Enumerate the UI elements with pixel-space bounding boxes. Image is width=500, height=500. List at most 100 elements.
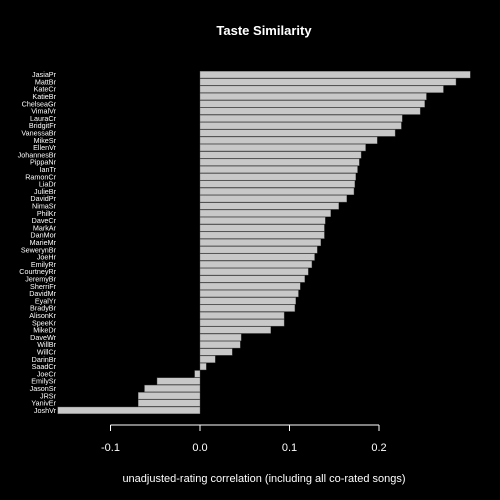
category-label: IanTr <box>39 165 56 174</box>
bar-davidmr <box>199 290 299 298</box>
bar-sherrifr <box>199 282 301 290</box>
bar-nimasr <box>199 202 339 210</box>
category-label: JasiaPr <box>32 70 57 79</box>
category-label: MattBr <box>35 77 57 86</box>
category-label: JasonSr <box>30 384 57 393</box>
bar-willbr <box>199 341 241 349</box>
category-label: NimaSr <box>32 202 57 211</box>
bar-speekr <box>199 319 285 327</box>
category-label: WillCr <box>37 347 57 356</box>
category-label: MikeSr <box>34 136 57 145</box>
category-label: JRSr <box>40 391 57 400</box>
bar-willcr <box>199 348 233 356</box>
bar-mariemr <box>199 238 322 247</box>
category-label: RamonCr <box>25 172 56 181</box>
bar-eyalyr <box>199 297 296 305</box>
x-axis: -0.1 0.0 0.1 0.2 <box>101 424 387 454</box>
bar-joehr <box>199 253 315 261</box>
x-tick-label: 0.0 <box>192 442 207 454</box>
category-label: WillBr <box>37 340 56 349</box>
category-label: SewerynBr <box>21 245 57 254</box>
bar-group <box>57 71 471 414</box>
category-label: JulieBr <box>34 187 57 196</box>
bar-liadr <box>199 180 356 188</box>
category-label: SaadCr <box>32 362 57 371</box>
bar-mikesr <box>199 136 378 144</box>
bar-emilysr <box>156 377 201 385</box>
bar-emilyrr <box>199 260 313 268</box>
bar-bridgitfr <box>199 122 402 130</box>
bar-mattbr <box>199 78 457 86</box>
category-label: KateCr <box>34 85 57 94</box>
bar-jeremybr <box>199 275 305 283</box>
category-label: EyalYr <box>35 296 57 305</box>
category-label: BradyBr <box>30 304 57 313</box>
category-label: DanMor <box>30 231 56 240</box>
x-tick-label: 0.1 <box>282 442 297 454</box>
bar-chelseagr <box>199 100 425 108</box>
category-label: JoeCr <box>37 369 57 378</box>
category-label: LauraCr <box>30 114 57 123</box>
bar-sewerynbr <box>199 246 318 254</box>
bar-pippanr <box>199 158 360 166</box>
category-label: AlisonKr <box>29 311 56 320</box>
category-label: VanessaBr <box>21 129 56 138</box>
category-label: ChelseaGr <box>22 99 57 108</box>
bar-davecr <box>199 217 326 225</box>
category-label: KatieBr <box>32 92 56 101</box>
bar-saadcr <box>199 363 207 371</box>
bar-courtneyrr <box>199 268 309 276</box>
x-tick-label: -0.1 <box>101 442 120 454</box>
bar-danmor <box>199 231 325 239</box>
bar-iantr <box>199 165 358 174</box>
category-label: EmilyRr <box>31 260 57 269</box>
category-label: CourtneyRr <box>19 267 56 276</box>
category-label: DavidPr <box>30 194 56 203</box>
category-label: JoshVr <box>34 406 57 415</box>
category-label: JohannesBr <box>18 150 57 159</box>
category-label: DaveCr <box>32 216 57 225</box>
bar-jrsr <box>138 392 201 400</box>
bar-vimalvr <box>199 107 421 115</box>
bar-vanessabr <box>199 129 396 137</box>
category-label: MarieMr <box>30 238 57 247</box>
category-label: BridgitFr <box>29 121 57 130</box>
category-label: PippaNr <box>30 158 57 167</box>
category-label: YanivEr <box>31 399 56 408</box>
category-label: EmilySr <box>31 377 56 386</box>
category-label: MikeDr <box>33 326 56 335</box>
x-tick-label: 0.2 <box>371 442 386 454</box>
bar-juliebr <box>199 187 355 195</box>
bar-davidpr <box>199 195 347 203</box>
bar-katecr <box>199 85 444 93</box>
bar-jasonsr <box>144 384 201 393</box>
category-label: JoeHr <box>37 253 57 262</box>
category-label: MarkAr <box>33 223 57 232</box>
category-label: VimalVr <box>31 107 56 116</box>
bar-alisonkr <box>199 311 285 320</box>
category-label: EllenVr <box>33 143 57 152</box>
chart-title: Taste Similarity <box>216 23 312 38</box>
category-label: PhilKr <box>37 209 57 218</box>
bar-katiebr <box>199 92 427 101</box>
bar-markar <box>199 224 325 232</box>
category-label: DarinBr <box>32 355 57 364</box>
bar-bradybr <box>199 304 296 312</box>
category-label: SherriFr <box>30 282 57 291</box>
x-axis-label: unadjusted-rating correlation (including… <box>122 473 405 485</box>
bar-joecr <box>194 370 201 378</box>
bar-ellenvr <box>199 144 366 152</box>
bar-mikedr <box>199 326 271 334</box>
bar-philkr <box>199 209 331 217</box>
category-label: DaveWr <box>30 333 56 342</box>
category-label: LiaDr <box>39 180 57 189</box>
bar-joshvr <box>57 406 201 414</box>
category-label-group: JasiaPrMattBrKateCrKatieBrChelseaGrVimal… <box>18 70 57 415</box>
category-label: DavidMr <box>29 289 56 298</box>
bar-yaniver <box>138 399 201 407</box>
bar-ramoncr <box>199 173 356 181</box>
bar-lauracr <box>199 114 403 122</box>
bar-davewr <box>199 333 242 341</box>
bar-darinbr <box>199 355 216 363</box>
